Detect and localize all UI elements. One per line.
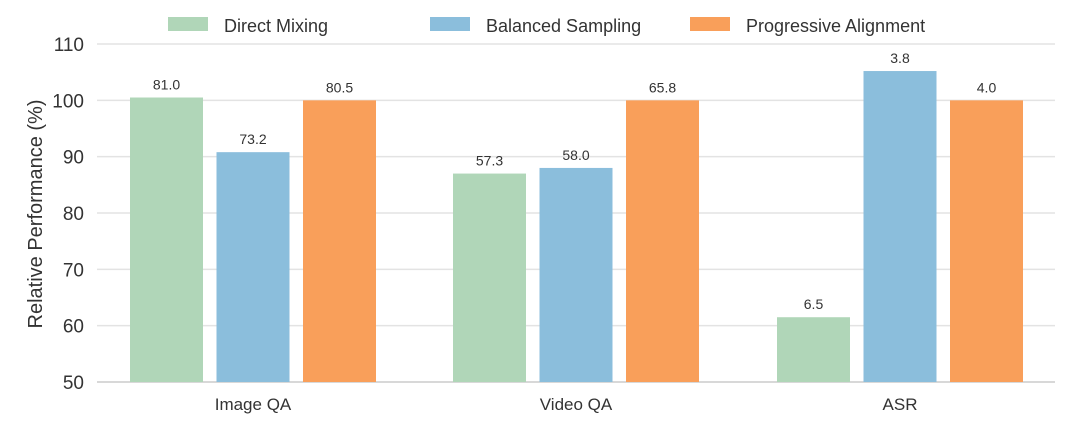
y-tick-label: 60 xyxy=(63,317,84,338)
data-label: 6.5 xyxy=(804,296,824,312)
data-label: 3.8 xyxy=(890,50,910,66)
data-label: 80.5 xyxy=(326,79,353,95)
y-tick-label: 80 xyxy=(63,204,84,225)
bar xyxy=(950,100,1023,382)
data-label: 65.8 xyxy=(649,79,676,95)
y-tick-label: 90 xyxy=(63,148,84,169)
bar xyxy=(303,100,376,382)
data-label: 73.2 xyxy=(239,131,266,147)
legend-label: Direct Mixing xyxy=(224,16,328,36)
data-label: 81.0 xyxy=(153,77,180,93)
y-tick-label: 70 xyxy=(63,260,84,281)
bar xyxy=(216,152,290,382)
legend-label: Balanced Sampling xyxy=(486,16,641,36)
legend-swatch xyxy=(168,17,208,31)
legend-label: Progressive Alignment xyxy=(746,16,925,36)
x-tick-label: Video QA xyxy=(540,395,613,414)
y-tick-label: 110 xyxy=(54,35,84,56)
bar xyxy=(863,71,937,382)
bar xyxy=(626,100,699,382)
bar xyxy=(130,97,203,383)
data-label: 57.3 xyxy=(476,153,503,169)
data-label: 4.0 xyxy=(977,79,997,95)
legend-swatch xyxy=(430,17,470,31)
y-tick-label: 50 xyxy=(63,373,84,394)
y-axis-label: Relative Performance (%) xyxy=(25,100,47,329)
y-tick-label: 100 xyxy=(52,91,84,112)
legend-swatch xyxy=(690,17,730,31)
x-tick-label: Image QA xyxy=(215,395,292,414)
bar xyxy=(453,173,526,382)
x-tick-label: ASR xyxy=(883,395,918,414)
bar xyxy=(777,317,850,382)
data-label: 58.0 xyxy=(562,147,589,163)
bar xyxy=(539,167,613,382)
